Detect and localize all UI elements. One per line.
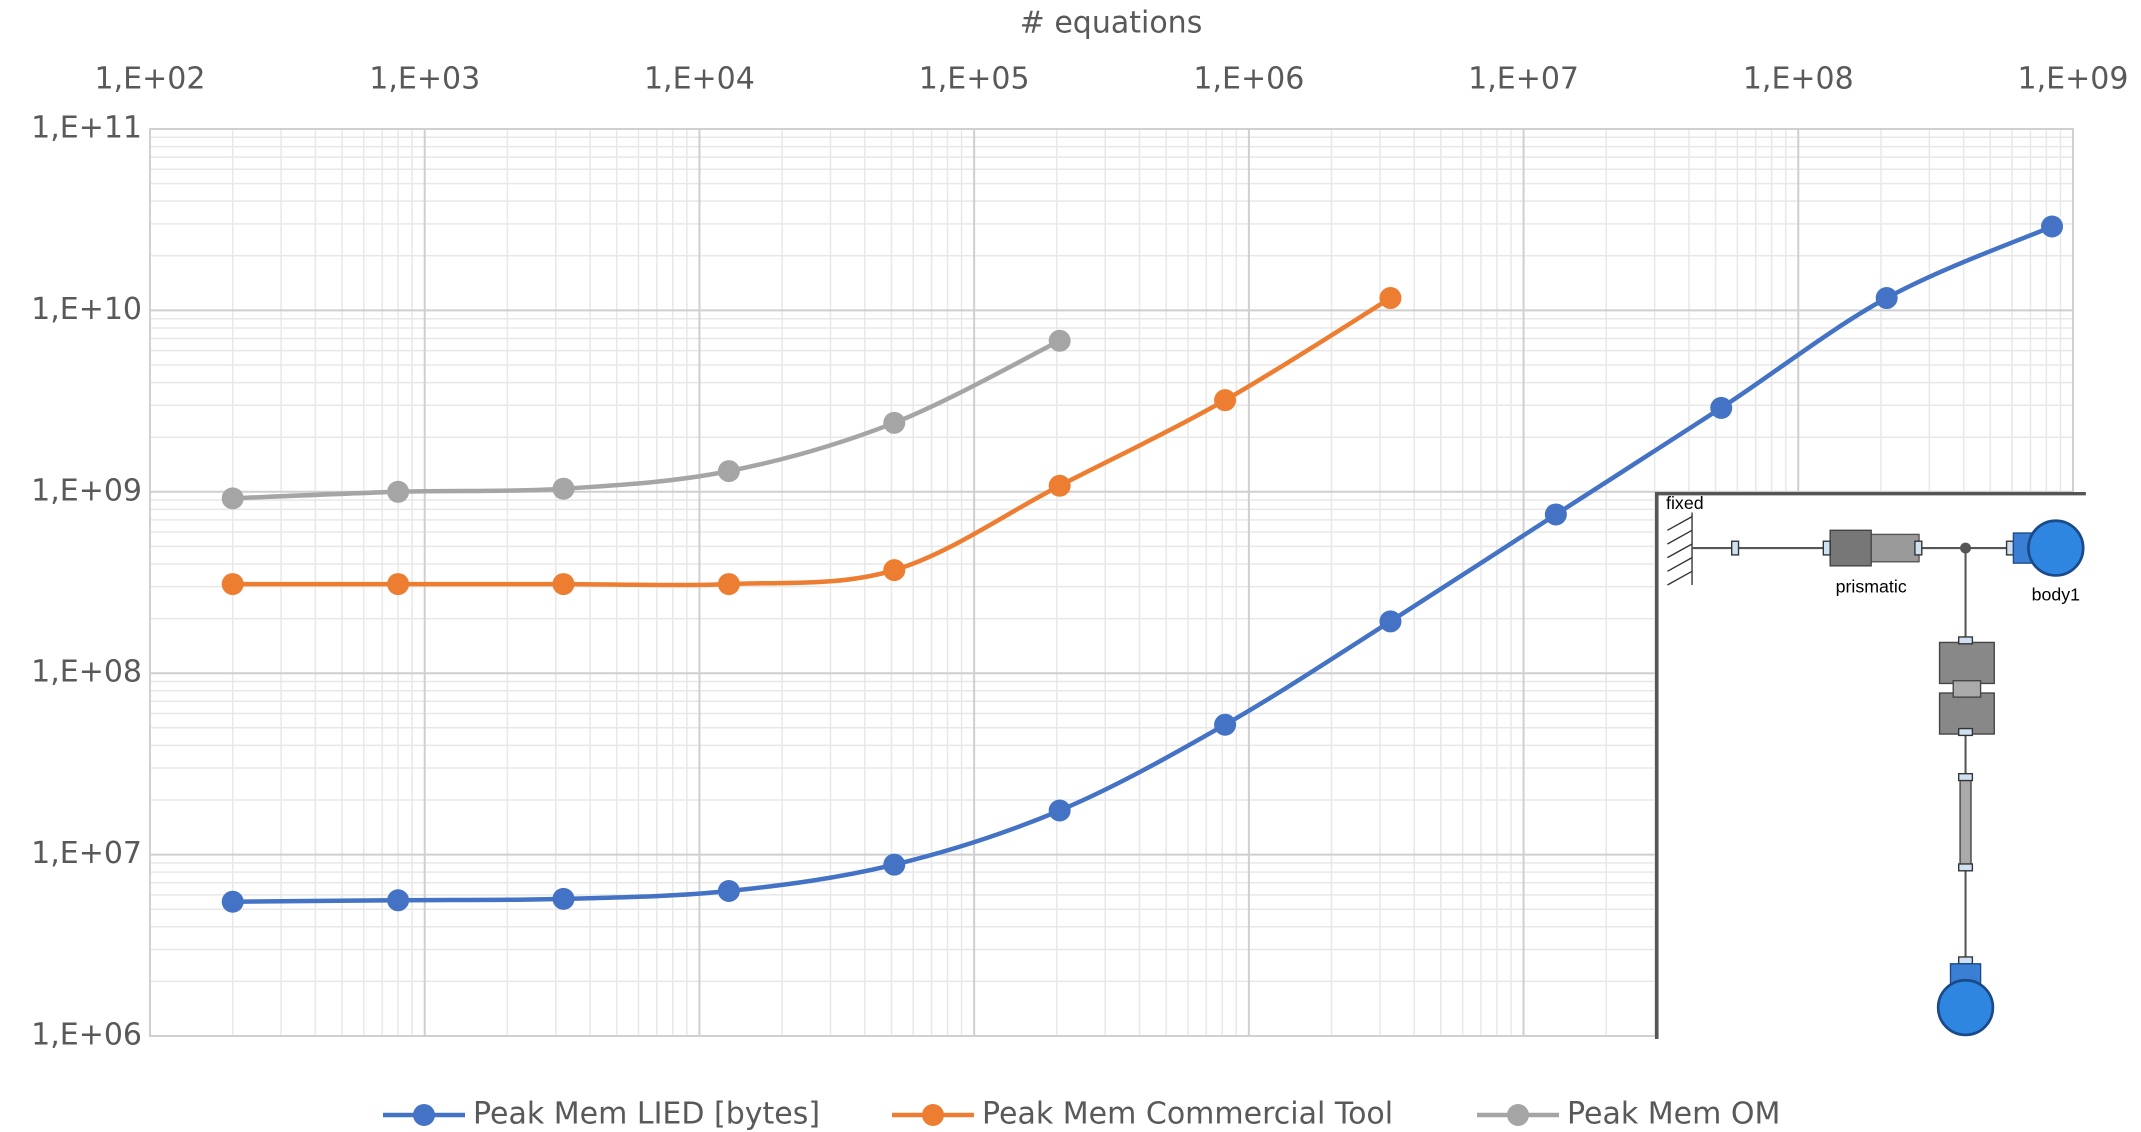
- data-point: [1379, 287, 1401, 309]
- x-tick-label: 1,E+09: [2018, 62, 2129, 97]
- y-tick-label: 1,E+07: [31, 836, 142, 871]
- y-tick-label: 1,E+11: [31, 111, 142, 146]
- y-tick-label: 1,E+06: [31, 1018, 142, 1053]
- chart: # equations fixed prismatic: [0, 0, 2141, 1132]
- revolute-joint: [1953, 681, 1980, 697]
- data-point: [552, 478, 574, 500]
- data-point: [387, 481, 409, 503]
- legend-label: Peak Mem LIED [bytes]: [473, 1097, 820, 1132]
- x-tick-label: 1,E+05: [919, 62, 1030, 97]
- data-point: [883, 559, 905, 581]
- x-tick-label: 1,E+07: [1468, 62, 1579, 97]
- series-line: [233, 298, 1391, 585]
- data-point: [222, 487, 244, 509]
- data-point: [1876, 287, 1898, 309]
- x-tick-label: 1,E+03: [369, 62, 480, 97]
- x-tick-label: 1,E+06: [1193, 62, 1304, 97]
- inset-label: prismatic: [1836, 576, 1907, 596]
- data-point: [222, 573, 244, 595]
- data-point: [1049, 800, 1071, 822]
- data-point: [718, 460, 740, 482]
- data-point: [718, 573, 740, 595]
- legend: Peak Mem LIED [bytes] Peak Mem Commercial…: [383, 1097, 1780, 1132]
- data-point: [1214, 389, 1236, 411]
- legend-marker: [922, 1104, 944, 1126]
- data-point: [1214, 714, 1236, 736]
- legend-marker: [413, 1104, 435, 1126]
- prismatic-joint: [1830, 530, 1871, 566]
- y-tick-label: 1,E+08: [31, 655, 142, 690]
- data-point: [1049, 330, 1071, 352]
- inset-label: fixed: [1666, 493, 1704, 513]
- data-point: [718, 880, 740, 902]
- junction: [1960, 543, 1971, 554]
- data-point: [883, 854, 905, 876]
- data-point: [1049, 475, 1071, 497]
- revolute-joint: [1940, 642, 1995, 683]
- data-point: [222, 891, 244, 913]
- data-point: [2041, 216, 2063, 238]
- y-tick-label: 1,E+10: [31, 292, 142, 327]
- legend-label: Peak Mem Commercial Tool: [982, 1097, 1393, 1132]
- legend-marker: [1507, 1104, 1529, 1126]
- data-point: [1710, 397, 1732, 419]
- inset-label: body1: [2032, 585, 2081, 605]
- x-tick-label: 1,E+08: [1743, 62, 1854, 97]
- x-tick-label: 1,E+04: [644, 62, 755, 97]
- x-axis-title: # equations: [1020, 6, 1203, 41]
- data-point: [1545, 503, 1567, 525]
- body-sphere: [2028, 521, 2083, 576]
- x-tick-label: 1,E+02: [95, 62, 206, 97]
- legend-label: Peak Mem OM: [1567, 1097, 1780, 1132]
- data-point: [387, 889, 409, 911]
- rod: [1960, 779, 1971, 868]
- inset-background: [1655, 492, 2086, 1039]
- inset-diagram: fixed prismatic body1: [1655, 492, 2086, 1039]
- data-point: [387, 573, 409, 595]
- body-sphere: [1938, 980, 1993, 1035]
- data-point: [1379, 610, 1401, 632]
- data-point: [552, 573, 574, 595]
- data-point: [883, 412, 905, 434]
- data-point: [552, 888, 574, 910]
- y-tick-label: 1,E+09: [31, 473, 142, 508]
